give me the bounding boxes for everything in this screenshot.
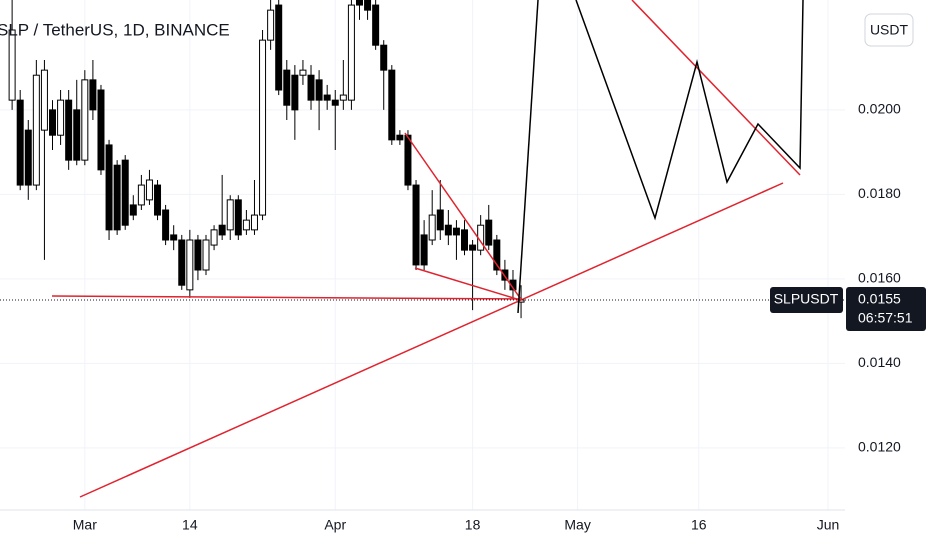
x-tick-label: Apr xyxy=(324,517,346,533)
candle-body xyxy=(461,229,469,251)
resistance-line xyxy=(631,0,801,176)
candle-body xyxy=(493,239,501,271)
price-badge xyxy=(846,287,926,331)
candle-body xyxy=(81,79,89,161)
currency-button-label[interactable]: USDT xyxy=(870,22,909,38)
candle-body xyxy=(202,239,210,271)
candle-body xyxy=(291,74,299,111)
projection-line xyxy=(575,0,804,221)
y-tick-label: 0.0120 xyxy=(858,439,901,455)
wedge-line xyxy=(404,132,521,299)
x-tick-label: May xyxy=(564,517,590,533)
candle-body xyxy=(267,9,275,41)
candle-body xyxy=(8,29,16,101)
candle-body xyxy=(178,239,186,286)
candle-body xyxy=(194,239,202,271)
candle-body xyxy=(436,209,444,231)
candle-body xyxy=(339,94,347,101)
drawings xyxy=(51,0,804,498)
candle-body xyxy=(186,239,194,291)
countdown-label: 06:57:51 xyxy=(858,310,913,326)
y-tick-label: 0.0200 xyxy=(858,101,901,117)
candle-body xyxy=(347,4,355,101)
candle-body xyxy=(170,234,178,241)
wedge-line xyxy=(414,267,521,301)
candle-body xyxy=(372,4,380,46)
symbol-title: SLP / TetherUS, 1D, BINANCE xyxy=(0,20,230,39)
candle-body xyxy=(323,94,331,101)
candle-body xyxy=(89,79,97,111)
candle-body xyxy=(234,199,242,236)
x-tick-label: Mar xyxy=(73,517,97,533)
candle-body xyxy=(121,159,129,226)
currency-button[interactable] xyxy=(864,13,914,47)
candle-body xyxy=(380,44,388,71)
y-tick-label: 0.0140 xyxy=(858,354,901,370)
candle-body xyxy=(469,244,477,251)
candle-body xyxy=(145,179,153,201)
candle-body xyxy=(129,204,137,216)
y-tick-label: 0.0160 xyxy=(858,270,901,286)
candle-body xyxy=(259,39,267,216)
x-tick-label: Jun xyxy=(817,517,840,533)
candle-body xyxy=(154,184,162,216)
x-tick-label: 18 xyxy=(465,517,481,533)
candle-body xyxy=(57,99,65,136)
candle-body xyxy=(97,89,105,171)
x-tick-label: 16 xyxy=(691,517,707,533)
projection-line xyxy=(517,0,539,314)
candle-body xyxy=(283,69,291,106)
candle-body xyxy=(242,219,250,231)
candles xyxy=(8,0,525,319)
symbol-badge xyxy=(770,287,843,313)
last-price-badge: SLPUSDT 0.0155 06:57:51 xyxy=(770,287,926,331)
candle-body xyxy=(307,74,315,101)
candle-body xyxy=(218,224,226,236)
candle-body xyxy=(444,224,452,236)
trend-line xyxy=(79,182,784,498)
candle-body xyxy=(428,214,436,241)
candle-body xyxy=(65,99,73,161)
candle-body xyxy=(137,184,145,206)
candle-body xyxy=(404,134,412,186)
candle-body xyxy=(275,4,283,91)
candle-body xyxy=(485,219,493,246)
candle-body xyxy=(355,0,363,6)
candle-body xyxy=(420,234,428,266)
candle-body xyxy=(226,199,234,231)
candle-body xyxy=(396,134,404,141)
candle-body xyxy=(210,229,218,246)
candle-body xyxy=(250,214,258,231)
candle-body xyxy=(113,164,121,231)
candle-body xyxy=(331,99,339,106)
x-tick-label: 14 xyxy=(182,517,198,533)
candle-body xyxy=(412,184,420,266)
candle-body xyxy=(49,109,57,136)
candle-body xyxy=(315,79,323,101)
candle-body xyxy=(162,209,170,241)
candle-body xyxy=(105,144,113,231)
symbol-badge-label: SLPUSDT xyxy=(774,291,839,307)
price-badge-label: 0.0155 xyxy=(858,291,901,307)
candle-body xyxy=(388,69,396,141)
candle-body xyxy=(509,279,517,291)
candle-body xyxy=(299,69,307,76)
candle-body xyxy=(32,74,40,186)
candle-body xyxy=(16,99,24,186)
candle-body xyxy=(73,109,81,161)
y-tick-label: 0.0180 xyxy=(858,185,901,201)
candle-body xyxy=(364,0,372,11)
candle-body xyxy=(24,129,32,186)
candle-body xyxy=(40,69,48,131)
candle-body xyxy=(452,227,460,236)
support-line xyxy=(51,295,523,300)
